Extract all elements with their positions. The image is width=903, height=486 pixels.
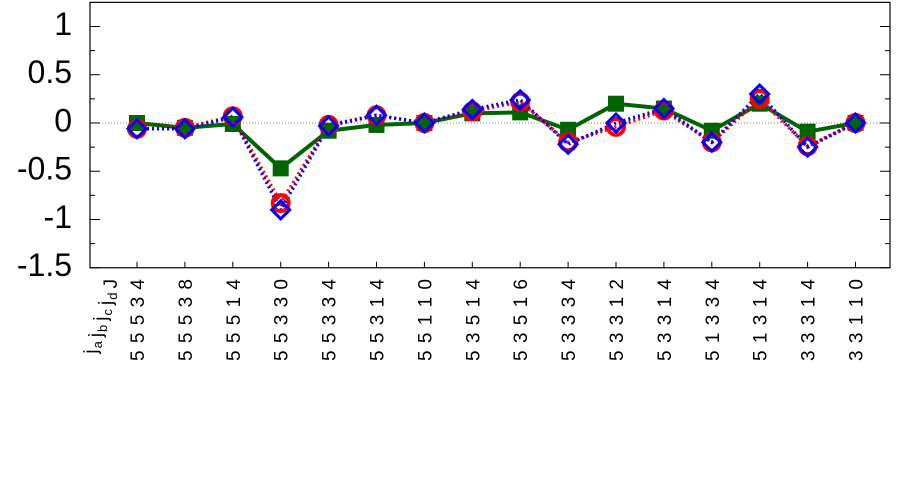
x-tick-label: 3 3 3 1 4: [799, 278, 820, 361]
x-tick-label: 5 5 5 3 8: [176, 278, 197, 361]
x-tick-label: 5 1 3 1 4: [751, 278, 772, 361]
x-label-part: j: [86, 332, 107, 338]
marker-diamond: [700, 131, 723, 154]
marker-diamond: [221, 106, 244, 129]
x-tick-label: 5 5 5 1 4: [224, 278, 245, 361]
x-tick-label: 5 3 3 3 4: [559, 278, 580, 361]
x-tick-label: 5 5 5 3 4: [128, 278, 149, 361]
x-label-part: J: [101, 278, 122, 289]
marker-square: [608, 95, 624, 112]
x-tick-label: 5 5 3 3 0: [272, 278, 293, 361]
x-tick-label: 5 3 3 1 2: [607, 278, 628, 361]
x-tick-label: 5 3 3 1 4: [655, 278, 676, 361]
series-line: [136, 96, 857, 207]
marker-diamond: [317, 114, 340, 138]
x-label-part: j: [81, 348, 102, 354]
x-label-sub: a: [90, 340, 105, 348]
y-tick-label: -1.5: [17, 247, 72, 283]
y-tick-label: 1: [54, 6, 72, 42]
x-tick-label: 5 3 5 1 4: [463, 278, 484, 361]
marker-diamond: [556, 133, 580, 156]
marker-square: [129, 115, 145, 131]
x-axis-label: jajbjcjdJ: [81, 278, 122, 355]
x-label-part: j: [96, 300, 117, 306]
marker-diamond: [796, 136, 819, 159]
marker-square: [320, 122, 337, 139]
x-label-part: j: [91, 315, 112, 321]
marker-diamond: [269, 198, 292, 221]
plot-frame: [89, 1, 891, 269]
marker-square: [799, 123, 816, 140]
marker-circle: [270, 193, 291, 214]
marker-diamond: [748, 82, 771, 106]
y-tick-label: 0: [54, 102, 72, 138]
marker-diamond: [652, 97, 676, 120]
x-tick-label: 5 3 5 1 6: [511, 278, 532, 361]
x-tick-label: 5 5 3 1 4: [368, 278, 389, 361]
marker-diamond: [604, 111, 628, 135]
marker-diamond: [173, 117, 197, 140]
x-label-sub: b: [95, 324, 110, 332]
x-tick-label: 5 1 3 3 4: [703, 278, 724, 361]
x-label-sub: d: [105, 292, 120, 300]
y-tick-label: 0.5: [28, 54, 72, 90]
marker-diamond: [461, 98, 484, 121]
x-tick-label: 5 5 1 1 0: [415, 278, 436, 361]
marker-diamond: [844, 111, 867, 135]
marker-square: [272, 160, 289, 177]
x-tick-label: 5 5 3 3 4: [320, 278, 341, 361]
marker-diamond: [509, 88, 532, 111]
marker-circle: [606, 116, 626, 137]
marker-circle: [749, 88, 770, 109]
y-tick-label: -1: [44, 199, 72, 235]
marker-diamond: [125, 117, 149, 140]
x-tick-label: 3 3 1 1 0: [847, 278, 868, 361]
marker-diamond: [365, 104, 388, 127]
x-label-sub: c: [100, 308, 115, 316]
y-tick-label: -0.5: [17, 151, 72, 187]
marker-diamond: [413, 111, 436, 135]
